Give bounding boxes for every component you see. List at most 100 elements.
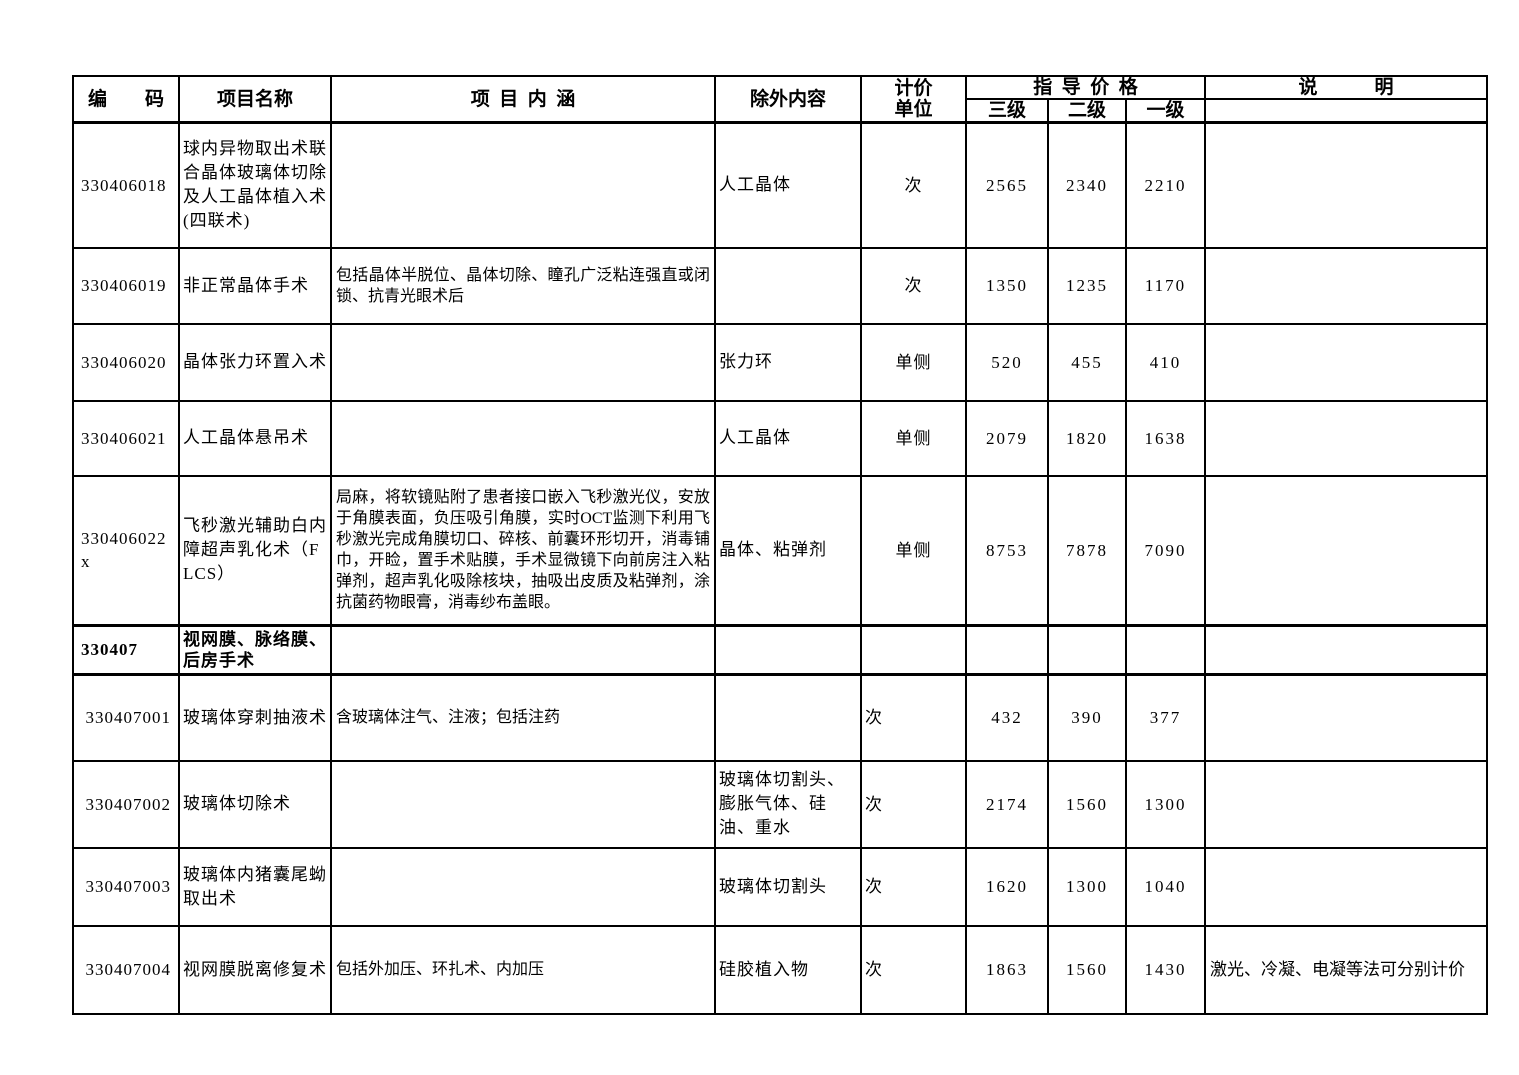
- cell-code: 330407002: [72, 759, 180, 849]
- cell-content: 包括外加压、环扎术、内加压: [330, 924, 716, 1015]
- col-header-level2: 二级: [1047, 98, 1127, 124]
- cell-code: 330406020: [72, 322, 180, 402]
- cell-unit: 次: [860, 121, 967, 249]
- col-header-unit: 计价 单位: [860, 75, 967, 124]
- cell-price-l3: 2565: [965, 121, 1049, 249]
- cell-excluded: 张力环: [714, 322, 862, 402]
- col-header-code: 编 码: [72, 75, 180, 124]
- cell-code: 330406019: [72, 246, 180, 325]
- col-header-level3: 三级: [965, 98, 1049, 124]
- col-header-note: 说 明: [1204, 75, 1489, 100]
- cell-content: [330, 322, 716, 402]
- section-row: 330407 视网膜、脉络膜、后房手术: [72, 624, 1489, 676]
- cell-note: [1204, 399, 1489, 477]
- cell-name: 玻璃体穿刺抽液术: [178, 673, 332, 762]
- cell-content: [330, 399, 716, 477]
- col-header-level1: 一级: [1124, 98, 1207, 124]
- cell-excluded: [714, 673, 862, 762]
- table-body: 330406018 球内异物取出术联合晶体玻璃体切除及人工晶体植入术(四联术) …: [72, 121, 1489, 1015]
- table-row: 330406020 晶体张力环置入术 张力环 单侧 520 455 410: [72, 322, 1489, 402]
- header-row-top: 编 码 项目名称 项 目 内 涵 除外内容 计价 单位 指 导 价 格 说 明: [72, 75, 1489, 124]
- cell-price-l3: 1620: [965, 846, 1049, 927]
- cell-note: [1204, 624, 1489, 676]
- cell-name: 非正常晶体手术: [178, 246, 332, 325]
- table-row: 330406022x 飞秒激光辅助白内障超声乳化术（FLCS） 局麻，将软镜贴附…: [72, 474, 1489, 627]
- cell-price-l1: 1430: [1124, 924, 1207, 1015]
- cell-price-l1: 2210: [1124, 121, 1207, 249]
- cell-excluded: [714, 246, 862, 325]
- table-row: 330407004 视网膜脱离修复术 包括外加压、环扎术、内加压 硅胶植入物 次…: [72, 924, 1489, 1015]
- cell-unit: 次: [860, 924, 967, 1015]
- cell-price-l2: 7878: [1047, 474, 1127, 627]
- table-header: 编 码 项目名称 项 目 内 涵 除外内容 计价 单位 指 导 价 格 说 明 …: [72, 75, 1489, 124]
- cell-code: 330407004: [72, 924, 180, 1015]
- cell-unit: 单侧: [860, 322, 967, 402]
- cell-content: 包括晶体半脱位、晶体切除、瞳孔广泛粘连强直或闭锁、抗青光眼术后: [330, 246, 716, 325]
- cell-price-l3: 432: [965, 673, 1049, 762]
- cell-content: 局麻，将软镜贴附了患者接口嵌入飞秒激光仪，安放于角膜表面，负压吸引角膜，实时OC…: [330, 474, 716, 627]
- price-table: 编 码 项目名称 项 目 内 涵 除外内容 计价 单位 指 导 价 格 说 明 …: [72, 75, 1489, 1015]
- cell-price-l1: 377: [1124, 673, 1207, 762]
- cell-price-l2: [1047, 624, 1127, 676]
- cell-name: 晶体张力环置入术: [178, 322, 332, 402]
- cell-code: 330407001: [72, 673, 180, 762]
- cell-name: 视网膜、脉络膜、后房手术: [178, 624, 332, 676]
- cell-content: 含玻璃体注气、注液；包括注药: [330, 673, 716, 762]
- table-row: 330406019 非正常晶体手术 包括晶体半脱位、晶体切除、瞳孔广泛粘连强直或…: [72, 246, 1489, 325]
- cell-note: [1204, 246, 1489, 325]
- cell-price-l1: [1124, 624, 1207, 676]
- cell-content: [330, 121, 716, 249]
- cell-content: [330, 624, 716, 676]
- cell-price-l3: 1863: [965, 924, 1049, 1015]
- cell-code: 330407: [72, 624, 180, 676]
- cell-price-l3: 2174: [965, 759, 1049, 849]
- cell-price-l3: 1350: [965, 246, 1049, 325]
- cell-price-l1: 1170: [1124, 246, 1207, 325]
- cell-unit: 次: [860, 759, 967, 849]
- cell-price-l2: 455: [1047, 322, 1127, 402]
- cell-price-l1: 410: [1124, 322, 1207, 402]
- cell-note: [1204, 474, 1489, 627]
- cell-price-l3: 8753: [965, 474, 1049, 627]
- cell-unit: [860, 624, 967, 676]
- cell-code: 330406022x: [72, 474, 180, 627]
- cell-price-l2: 1560: [1047, 759, 1127, 849]
- cell-note: [1204, 673, 1489, 762]
- cell-content: [330, 759, 716, 849]
- header-row-levels: 三级 二级 一级: [73, 98, 1489, 124]
- col-header-price-group: 指 导 价 格: [964, 75, 1207, 100]
- cell-price-l2: 1560: [1047, 924, 1127, 1015]
- col-header-note-sub: [1204, 98, 1489, 124]
- table-row: 330406021 人工晶体悬吊术 人工晶体 单侧 2079 1820 1638: [72, 399, 1489, 477]
- table-row: 330407002 玻璃体切除术 玻璃体切割头、膨胀气体、硅油、重水 次 217…: [72, 759, 1489, 849]
- cell-name: 飞秒激光辅助白内障超声乳化术（FLCS）: [178, 474, 332, 627]
- cell-code: 330406018: [72, 121, 180, 249]
- cell-excluded: [714, 624, 862, 676]
- cell-content: [330, 846, 716, 927]
- cell-unit: 单侧: [860, 399, 967, 477]
- col-header-excluded: 除外内容: [714, 75, 862, 124]
- cell-price-l2: 1235: [1047, 246, 1127, 325]
- cell-price-l2: 390: [1047, 673, 1127, 762]
- cell-unit: 次: [860, 846, 967, 927]
- cell-unit: 次: [860, 673, 967, 762]
- cell-price-l3: 2079: [965, 399, 1049, 477]
- cell-unit: 单侧: [860, 474, 967, 627]
- cell-price-l1: 1638: [1124, 399, 1207, 477]
- cell-excluded: 硅胶植入物: [714, 924, 862, 1015]
- cell-note: [1204, 759, 1489, 849]
- cell-excluded: 人工晶体: [714, 399, 862, 477]
- cell-price-l1: 7090: [1124, 474, 1207, 627]
- cell-price-l1: 1040: [1124, 846, 1207, 927]
- cell-price-l1: 1300: [1124, 759, 1207, 849]
- cell-name: 人工晶体悬吊术: [178, 399, 332, 477]
- cell-excluded: 玻璃体切割头: [714, 846, 862, 927]
- cell-unit: 次: [860, 246, 967, 325]
- cell-note: [1204, 322, 1489, 402]
- cell-excluded: 人工晶体: [714, 121, 862, 249]
- cell-name: 玻璃体切除术: [178, 759, 332, 849]
- cell-price-l2: 2340: [1047, 121, 1127, 249]
- cell-name: 球内异物取出术联合晶体玻璃体切除及人工晶体植入术(四联术): [178, 121, 332, 249]
- cell-name: 视网膜脱离修复术: [178, 924, 332, 1015]
